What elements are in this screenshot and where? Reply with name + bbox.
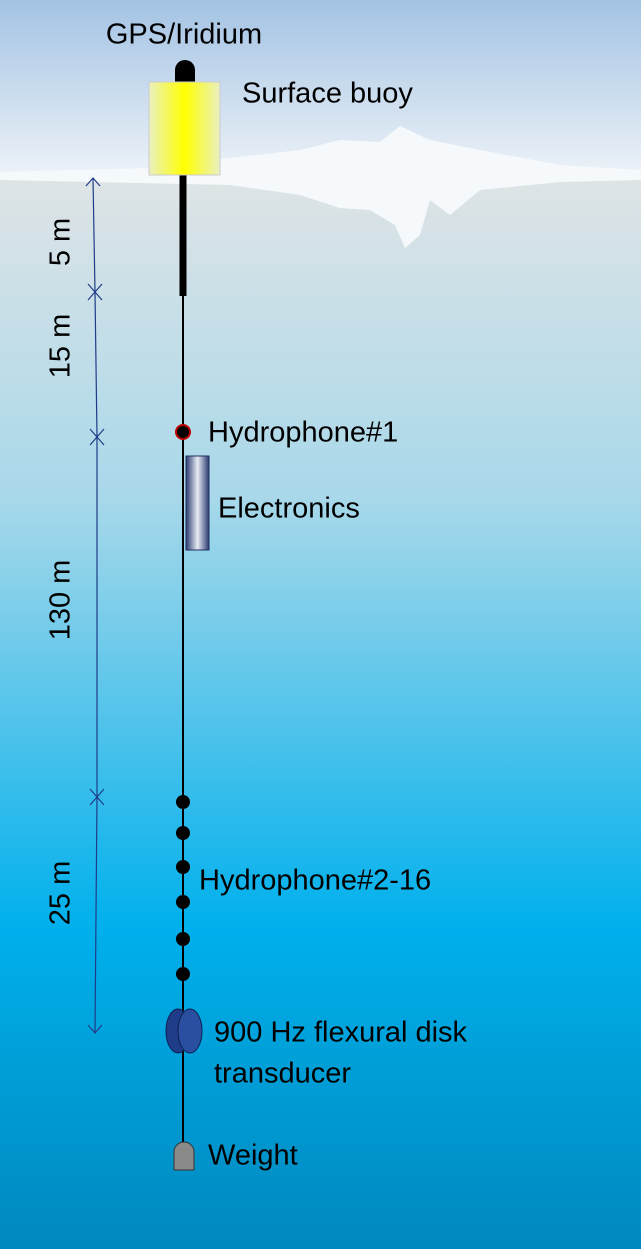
sea <box>0 176 641 1249</box>
label: Weight <box>208 1140 298 1172</box>
label: transducer <box>214 1058 351 1090</box>
label: Surface buoy <box>242 78 413 110</box>
hydrophone <box>176 860 190 874</box>
arrowheads <box>85 177 105 1034</box>
dimension-line <box>94 291 98 438</box>
hydrophone-array <box>176 795 190 981</box>
label: Electronics <box>218 493 360 525</box>
label: GPS/Iridium <box>106 19 262 51</box>
dimension-line <box>92 177 96 293</box>
antenna <box>175 60 195 82</box>
dimension-label: 15 m <box>45 314 77 378</box>
weight <box>173 1141 195 1171</box>
dimension-lines <box>85 177 105 1034</box>
hydrophone <box>176 967 190 981</box>
label: Hydrophone#2-16 <box>199 865 431 897</box>
hydrophone <box>176 895 190 909</box>
dimension-line <box>94 796 98 1034</box>
hydrophone <box>176 826 190 840</box>
hydrophone <box>175 424 191 440</box>
label: 900 Hz flexural disk <box>214 1017 468 1049</box>
label: Hydrophone#1 <box>208 417 398 449</box>
electronics <box>185 455 210 551</box>
dimension-label: 25 m <box>45 861 77 925</box>
ice <box>0 126 641 248</box>
dimension-label: 130 m <box>45 560 77 641</box>
buoy <box>148 81 221 176</box>
hydrophone <box>176 932 190 946</box>
dimension-label: 5 m <box>45 218 77 266</box>
hydrophone <box>176 795 190 809</box>
transducer-disk <box>177 1008 203 1054</box>
